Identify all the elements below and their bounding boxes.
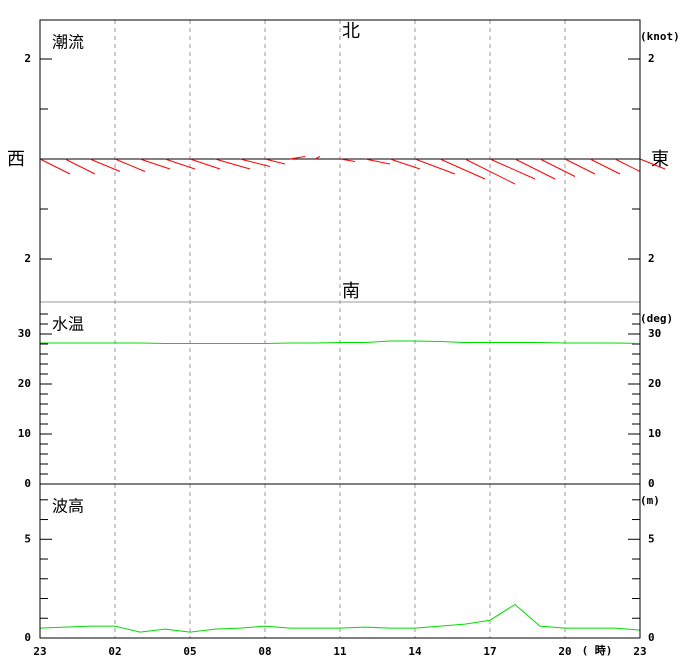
data-line: [40, 340, 641, 344]
x-axis-label: ( 時): [582, 643, 613, 657]
current-vector: [114, 158, 146, 172]
current-vector: [339, 158, 356, 162]
west-label: 西: [7, 149, 25, 170]
current-vector: [414, 158, 456, 175]
y-tick-label: 0: [24, 477, 31, 490]
current-vector: [239, 158, 271, 167]
x-tick-label: 20: [558, 645, 571, 658]
y-tick-label: 20: [648, 377, 661, 390]
panel-title: 潮流: [52, 33, 84, 52]
y-tick-label: 0: [648, 631, 655, 644]
y-tick-label: 30: [648, 327, 661, 340]
x-tick-label: 05: [183, 645, 196, 658]
current-vector: [464, 158, 516, 185]
y-tick-label: 30: [18, 327, 31, 340]
y-tick-label: 2: [24, 52, 31, 65]
current-vector: [639, 158, 666, 170]
current-vector: [189, 158, 221, 170]
current-vector: [214, 158, 251, 170]
y-tick-label: 5: [24, 532, 31, 545]
current-vector: [39, 158, 71, 175]
current-vector: [514, 158, 556, 180]
panel-title: 水温: [52, 315, 84, 334]
panel-title: 波高: [52, 497, 84, 516]
current-vector: [139, 158, 171, 170]
current-vector: [314, 156, 321, 160]
unit-label: (m): [640, 494, 660, 507]
x-tick-label: 14: [408, 645, 422, 658]
x-tick-label: 17: [483, 645, 496, 658]
y-tick-label: 5: [648, 532, 655, 545]
x-tick-label: 11: [333, 645, 347, 658]
y-tick-label: 20: [18, 377, 31, 390]
current-vector: [614, 158, 641, 172]
x-tick-label: 08: [258, 645, 271, 658]
current-vector: [564, 158, 596, 175]
current-vector: [364, 158, 391, 165]
current-vector: [289, 156, 306, 160]
y-tick-label: 10: [648, 427, 661, 440]
north-label: 北: [342, 21, 360, 42]
frame: [39, 19, 641, 639]
x-tick-label: 23: [33, 645, 46, 658]
y-tick-label: 2: [24, 252, 31, 265]
y-tick-label: 2: [648, 52, 655, 65]
current-vector: [489, 158, 536, 180]
x-tick-label: 23: [633, 645, 646, 658]
y-tick-label: 0: [648, 477, 655, 490]
current-vector: [539, 158, 576, 177]
south-label: 南: [342, 281, 360, 302]
y-tick-label: 2: [648, 252, 655, 265]
y-tick-label: 10: [18, 427, 31, 440]
data-line: [39, 603, 641, 633]
current-vector: [64, 158, 96, 175]
current-vector: [589, 158, 621, 175]
unit-label: (deg): [640, 312, 673, 325]
current-vector: [89, 158, 121, 172]
current-vector: [264, 158, 286, 165]
x-tick-label: 02: [108, 645, 121, 658]
current-vector: [439, 158, 486, 180]
current-vector: [389, 158, 421, 170]
unit-label: (knot): [640, 30, 680, 43]
current-vector: [164, 158, 196, 170]
y-tick-label: 0: [24, 631, 31, 644]
